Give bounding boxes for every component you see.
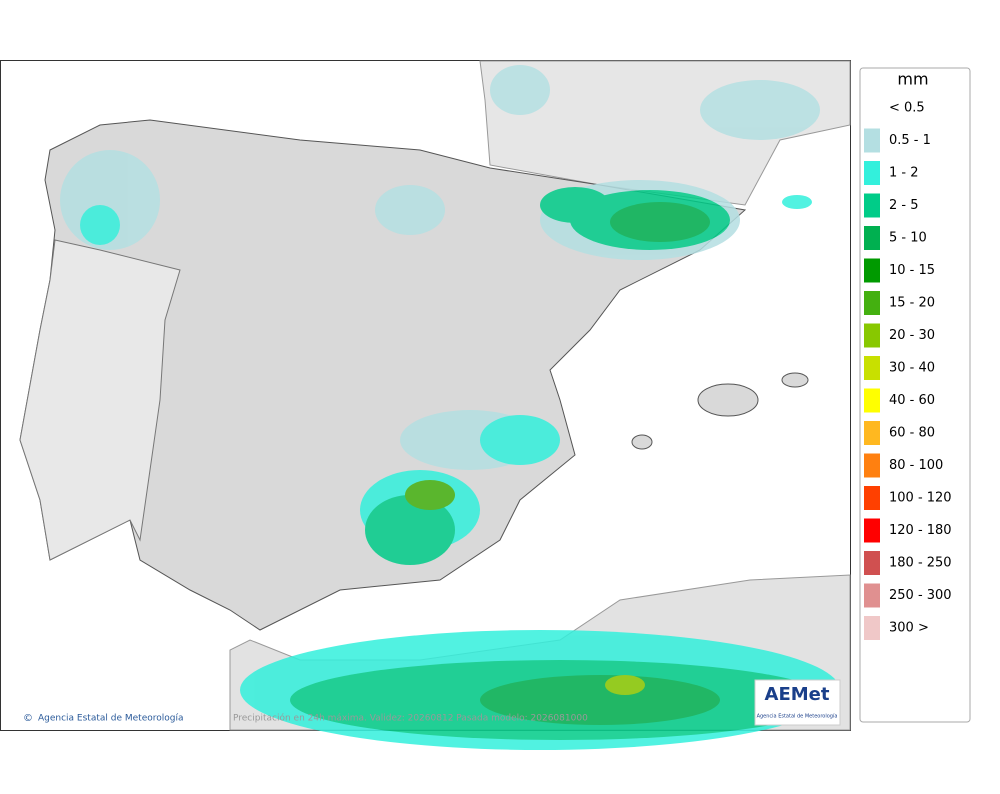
legend: mm < 0.5 0.5 - 1 1 - 2 2 - 5 5 - 10 10 - 15 15…	[859, 67, 971, 723]
legend-swatch	[864, 453, 880, 478]
legend-label: 250 - 300	[889, 588, 952, 603]
portugal	[19, 239, 181, 561]
credit: Agencia Estatal de Meteorología	[38, 714, 184, 724]
legend-swatch	[864, 421, 880, 445]
legend-swatch	[864, 518, 880, 543]
legend-label: 20 - 30	[889, 328, 935, 343]
legend-swatch	[864, 486, 880, 510]
legend-swatch	[864, 128, 880, 153]
legend-swatch	[864, 193, 880, 218]
logo-subtitle: Agencia Estatal de Meteorología	[757, 713, 838, 720]
legend-swatch	[864, 616, 880, 640]
legend-label: 180 - 250	[889, 556, 952, 571]
legend-label: 5 - 10	[889, 231, 927, 246]
logo-box	[754, 679, 841, 726]
legend-label: 10 - 15	[889, 263, 935, 278]
mallorca	[697, 383, 759, 417]
legend-box	[859, 67, 971, 723]
legend-label: < 0.5	[889, 101, 925, 116]
legend-swatch	[864, 583, 880, 608]
legend-label: 40 - 60	[889, 393, 935, 408]
credit-symbol: ©	[23, 713, 33, 724]
legend-swatch	[864, 323, 880, 348]
legend-label: 2 - 5	[889, 198, 919, 213]
legend-swatch	[864, 388, 880, 413]
caption: Precipitación en 24h máxima. Validez: 20…	[233, 713, 588, 724]
legend-swatch	[864, 551, 880, 575]
legend-label: 100 - 120	[889, 491, 952, 506]
legend-unit: mm	[897, 70, 928, 89]
legend-swatch	[864, 291, 880, 315]
ibiza	[631, 434, 653, 450]
legend-swatch	[864, 258, 880, 283]
legend-label: 1 - 2	[889, 166, 919, 181]
legend-label: 30 - 40	[889, 361, 935, 376]
legend-swatch	[864, 226, 880, 250]
legend-label: 300 >	[889, 621, 929, 636]
legend-label: 0.5 - 1	[889, 133, 931, 148]
logo-name: AEMet	[765, 684, 830, 705]
map: © Agencia Estatal de Meteorología Precip…	[0, 60, 851, 750]
legend-label: 60 - 80	[889, 426, 935, 441]
legend-swatch	[864, 356, 880, 380]
menorca	[781, 372, 809, 388]
legend-swatch	[864, 161, 880, 185]
legend-label: 80 - 100	[889, 458, 943, 473]
legend-label: 120 - 180	[889, 523, 952, 538]
legend-label: 15 - 20	[889, 296, 935, 311]
precipitation	[60, 65, 840, 750]
